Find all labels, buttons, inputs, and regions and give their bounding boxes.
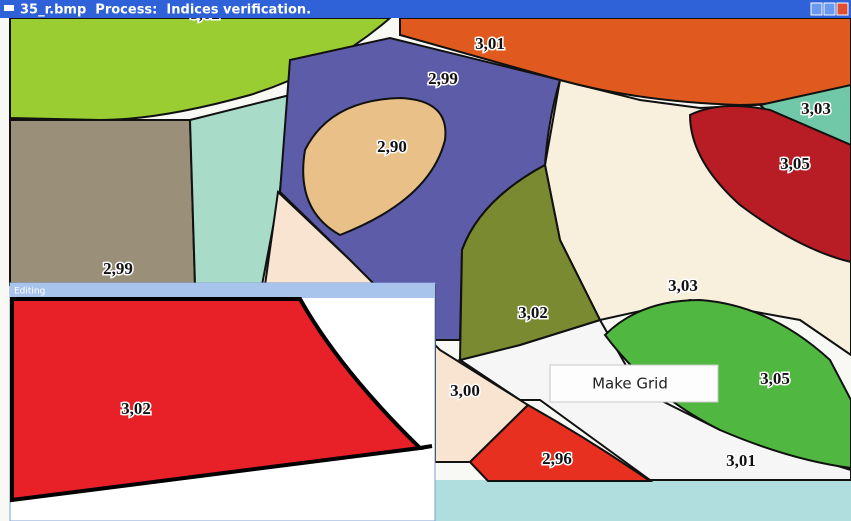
maximize-button[interactable]	[823, 2, 836, 16]
region	[302, 96, 447, 237]
context-menu: Make Grid	[549, 364, 719, 403]
index-label: 2,99	[103, 259, 133, 278]
region	[688, 105, 851, 264]
window-title: 35_r.bmp Process: Indices verification.	[20, 3, 311, 18]
editing-border	[419, 444, 433, 450]
index-label: 3,05	[760, 369, 790, 388]
editing-title-bar	[10, 283, 435, 298]
editing-title: Editing	[14, 287, 45, 297]
region	[458, 163, 602, 362]
index-label: 3,01	[726, 451, 756, 470]
index-label: 3,03	[801, 99, 831, 118]
editing-label: 3,02	[121, 399, 151, 418]
index-label: 3,00	[450, 381, 480, 400]
editing-region	[10, 297, 425, 503]
index-label: 2,99	[428, 69, 458, 88]
close-button[interactable]	[836, 2, 849, 16]
make-grid-item[interactable]: Make Grid	[592, 375, 668, 393]
title-bar-bg	[0, 0, 851, 18]
region	[603, 298, 851, 470]
index-label: 2,90	[377, 137, 407, 156]
minimize-button[interactable]	[810, 2, 823, 16]
index-label: 3,02	[518, 303, 548, 322]
index-label: 2,96	[542, 449, 572, 468]
region	[468, 403, 654, 482]
bottom-strip	[430, 480, 851, 521]
index-label: 3,01	[475, 34, 505, 53]
editing-window: Editing 3,02	[9, 282, 436, 521]
title-bar: 35_r.bmp Process: Indices verification.	[0, 0, 851, 18]
index-label: 3,03	[668, 276, 698, 295]
index-label: 3,05	[780, 154, 810, 173]
menu-box	[549, 364, 719, 403]
window-icon	[4, 5, 14, 11]
